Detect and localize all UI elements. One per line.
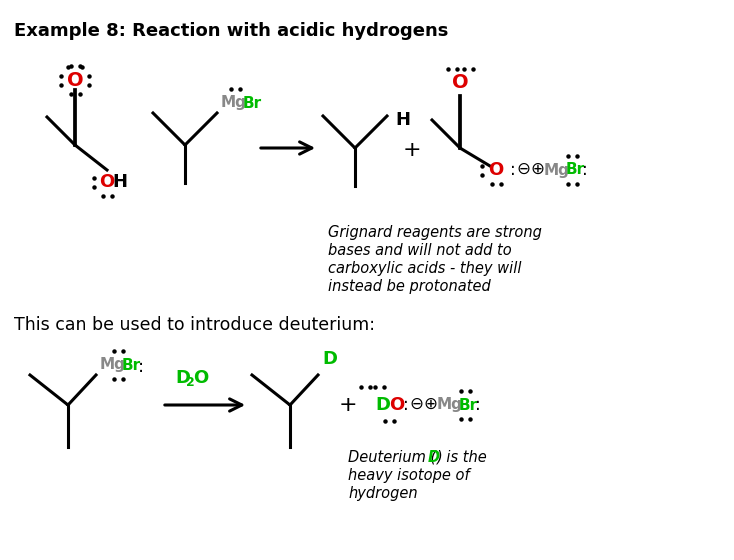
Text: Mg: Mg — [437, 398, 463, 413]
Text: ⊕: ⊕ — [423, 395, 437, 413]
Text: H: H — [395, 111, 410, 129]
Text: Br: Br — [459, 398, 478, 413]
Text: Br: Br — [122, 357, 141, 372]
Text: ⊖: ⊖ — [516, 160, 530, 178]
Text: Mg: Mg — [544, 162, 570, 178]
Text: :: : — [510, 161, 516, 179]
Text: instead be protonated: instead be protonated — [328, 279, 491, 294]
Text: D: D — [175, 369, 190, 387]
Text: ) is the: ) is the — [437, 450, 488, 465]
Text: Deuterium (: Deuterium ( — [348, 450, 436, 465]
Text: bases and will not add to: bases and will not add to — [328, 243, 512, 258]
Text: heavy isotope of: heavy isotope of — [348, 468, 470, 483]
Text: :: : — [403, 396, 409, 414]
Text: hydrogen: hydrogen — [348, 486, 418, 501]
Text: :: : — [582, 161, 588, 179]
Text: 2: 2 — [186, 376, 195, 390]
Text: O: O — [67, 71, 84, 90]
Text: D: D — [322, 350, 337, 368]
Text: Mg: Mg — [100, 357, 126, 372]
Text: Grignard reagents are strong: Grignard reagents are strong — [328, 225, 542, 240]
Text: +: + — [338, 395, 357, 415]
Text: O: O — [193, 369, 208, 387]
Text: ⊕: ⊕ — [530, 160, 544, 178]
Text: ⊖: ⊖ — [409, 395, 423, 413]
Text: :: : — [475, 396, 481, 414]
Text: Br: Br — [243, 96, 262, 110]
Text: O: O — [99, 173, 115, 191]
Text: Br: Br — [566, 162, 585, 178]
Text: O: O — [451, 72, 468, 91]
Text: +: + — [403, 140, 421, 160]
Text: carboxylic acids - they will: carboxylic acids - they will — [328, 261, 521, 276]
Text: :: : — [138, 358, 144, 376]
Text: O: O — [488, 161, 504, 179]
Text: Example 8: Reaction with acidic hydrogens: Example 8: Reaction with acidic hydrogen… — [14, 22, 448, 40]
Text: H: H — [112, 173, 128, 191]
Text: D: D — [375, 396, 390, 414]
Text: O: O — [389, 396, 404, 414]
Text: This can be used to introduce deuterium:: This can be used to introduce deuterium: — [14, 316, 375, 334]
Text: Mg: Mg — [221, 96, 247, 110]
Text: D: D — [428, 450, 440, 465]
